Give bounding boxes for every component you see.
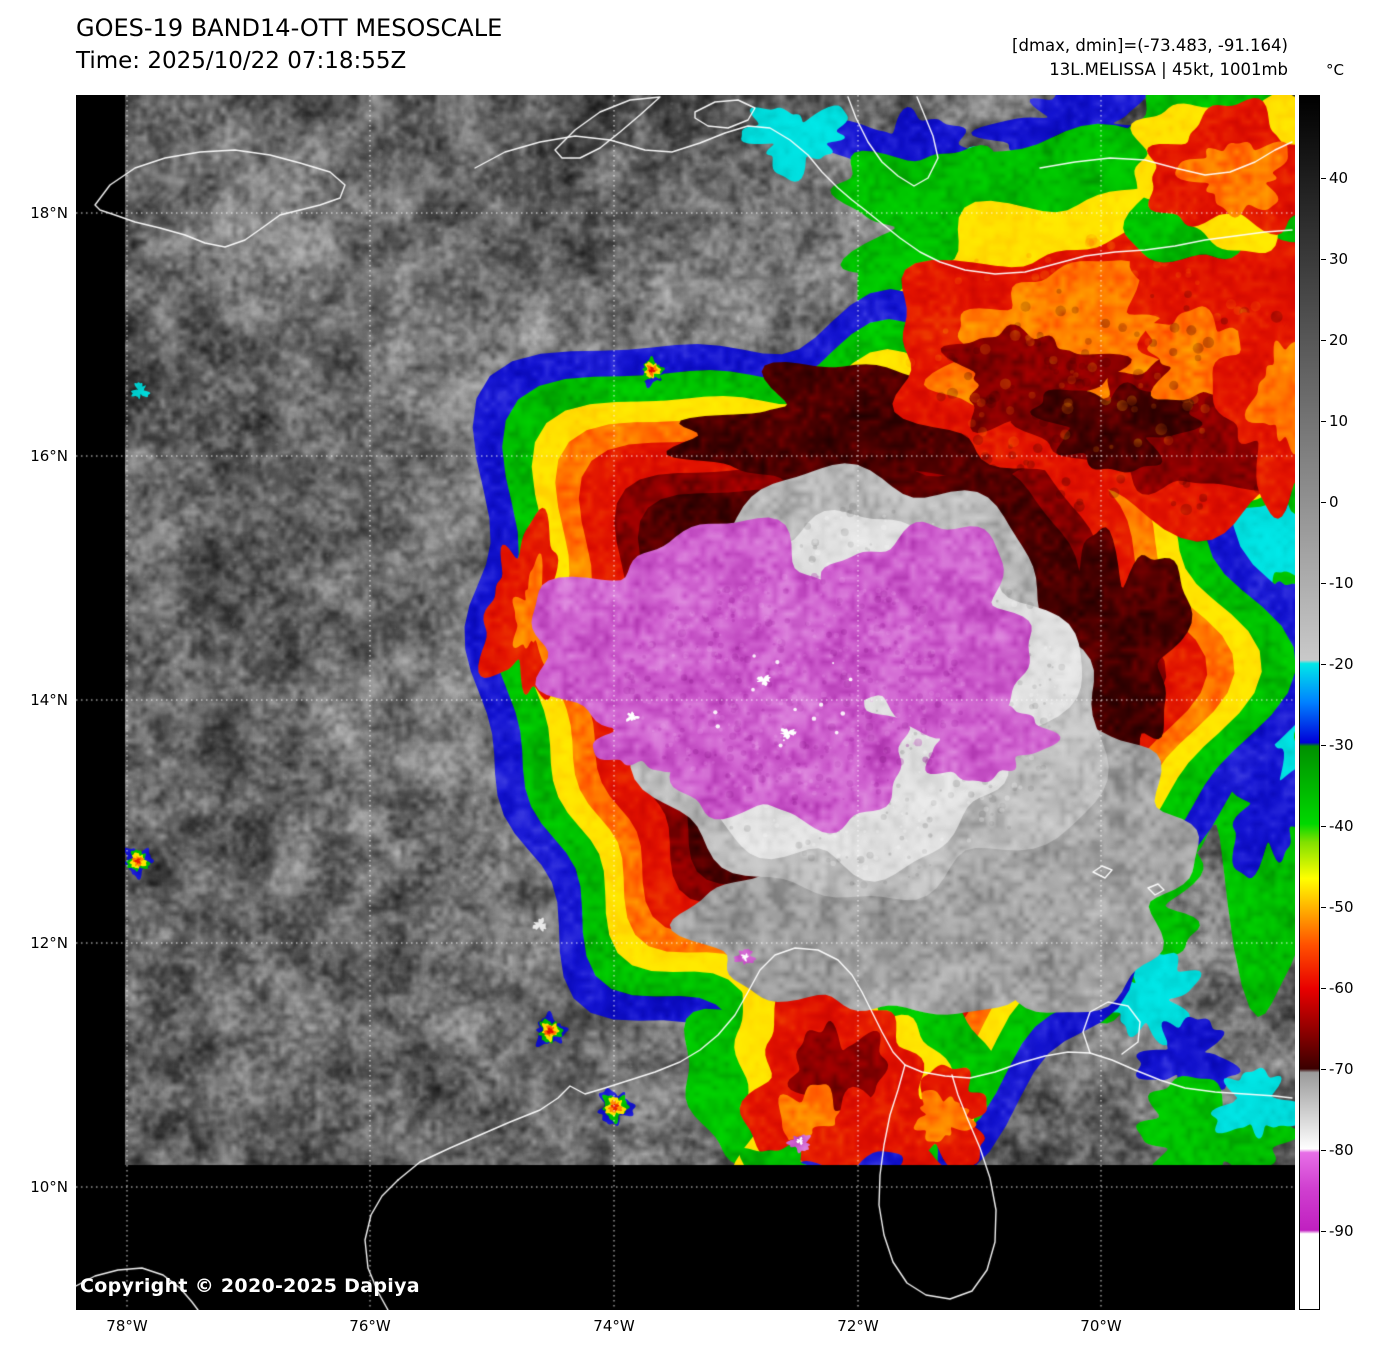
timestamp: Time: 2025/10/22 07:18:55Z (76, 48, 407, 74)
colorbar-tick (1321, 258, 1326, 260)
latitude-label: 18°N (30, 204, 68, 222)
colorbar-tick-label: 30 (1329, 249, 1349, 268)
colorbar-tick (1321, 501, 1326, 503)
latitude-label: 14°N (30, 691, 68, 709)
longitude-label: 72°W (837, 1317, 879, 1335)
latitude-label: 12°N (30, 934, 68, 952)
colorbar-tick (1321, 1068, 1326, 1070)
colorbar-tick-label: 10 (1329, 411, 1349, 430)
longitude-label: 76°W (349, 1317, 391, 1335)
colorbar-tick-label: -70 (1329, 1059, 1354, 1078)
colorbar-tick-label: -50 (1329, 897, 1354, 916)
satellite-imagery (76, 95, 1295, 1310)
colorbar-tick (1321, 663, 1326, 665)
colorbar-tick-label: -20 (1329, 654, 1354, 673)
colorbar-tick-label: -40 (1329, 816, 1354, 835)
colorbar-tick-label: -30 (1329, 735, 1354, 754)
longitude-label: 74°W (593, 1317, 635, 1335)
colorbar-tick-label: 0 (1329, 492, 1339, 511)
storm-info: 13L.MELISSA | 45kt, 1001mb (1049, 60, 1288, 79)
satellite-map: Copyright © 2020-2025 Dapiya (76, 95, 1295, 1310)
product-title: GOES-19 BAND14-OTT MESOSCALE (76, 14, 503, 42)
colorbar-tick-label: -90 (1329, 1221, 1354, 1240)
colorbar-tick (1321, 825, 1326, 827)
latitude-label: 16°N (30, 447, 68, 465)
latitude-label: 10°N (30, 1178, 68, 1196)
colorbar-tick-label: -80 (1329, 1140, 1354, 1159)
colorbar-tick-label: -60 (1329, 978, 1354, 997)
colorbar-tick (1321, 744, 1326, 746)
colorbar-tick-label: 20 (1329, 330, 1349, 349)
colorbar-tick (1321, 582, 1326, 584)
colorbar-unit-label: °C (1326, 61, 1344, 79)
colorbar-tick (1321, 420, 1326, 422)
colorbar-tick (1321, 987, 1326, 989)
colorbar (1299, 95, 1320, 1310)
colorbar-tick (1321, 1230, 1326, 1232)
colorbar-tick (1321, 906, 1326, 908)
colorbar-tick (1321, 339, 1326, 341)
longitude-label: 70°W (1080, 1317, 1122, 1335)
colorbar-tick-label: 40 (1329, 168, 1349, 187)
colorbar-tick-label: -10 (1329, 573, 1354, 592)
dmax-dmin-readout: [dmax, dmin]=(-73.483, -91.164) (1012, 36, 1288, 55)
longitude-label: 78°W (106, 1317, 148, 1335)
header-right: [dmax, dmin]=(-73.483, -91.164) 13L.MELI… (1012, 36, 1288, 79)
colorbar-tick (1321, 177, 1326, 179)
colorbar-tick (1321, 1149, 1326, 1151)
copyright-watermark: Copyright © 2020-2025 Dapiya (80, 1275, 420, 1297)
header-left: GOES-19 BAND14-OTT MESOSCALE Time: 2025/… (76, 14, 502, 74)
